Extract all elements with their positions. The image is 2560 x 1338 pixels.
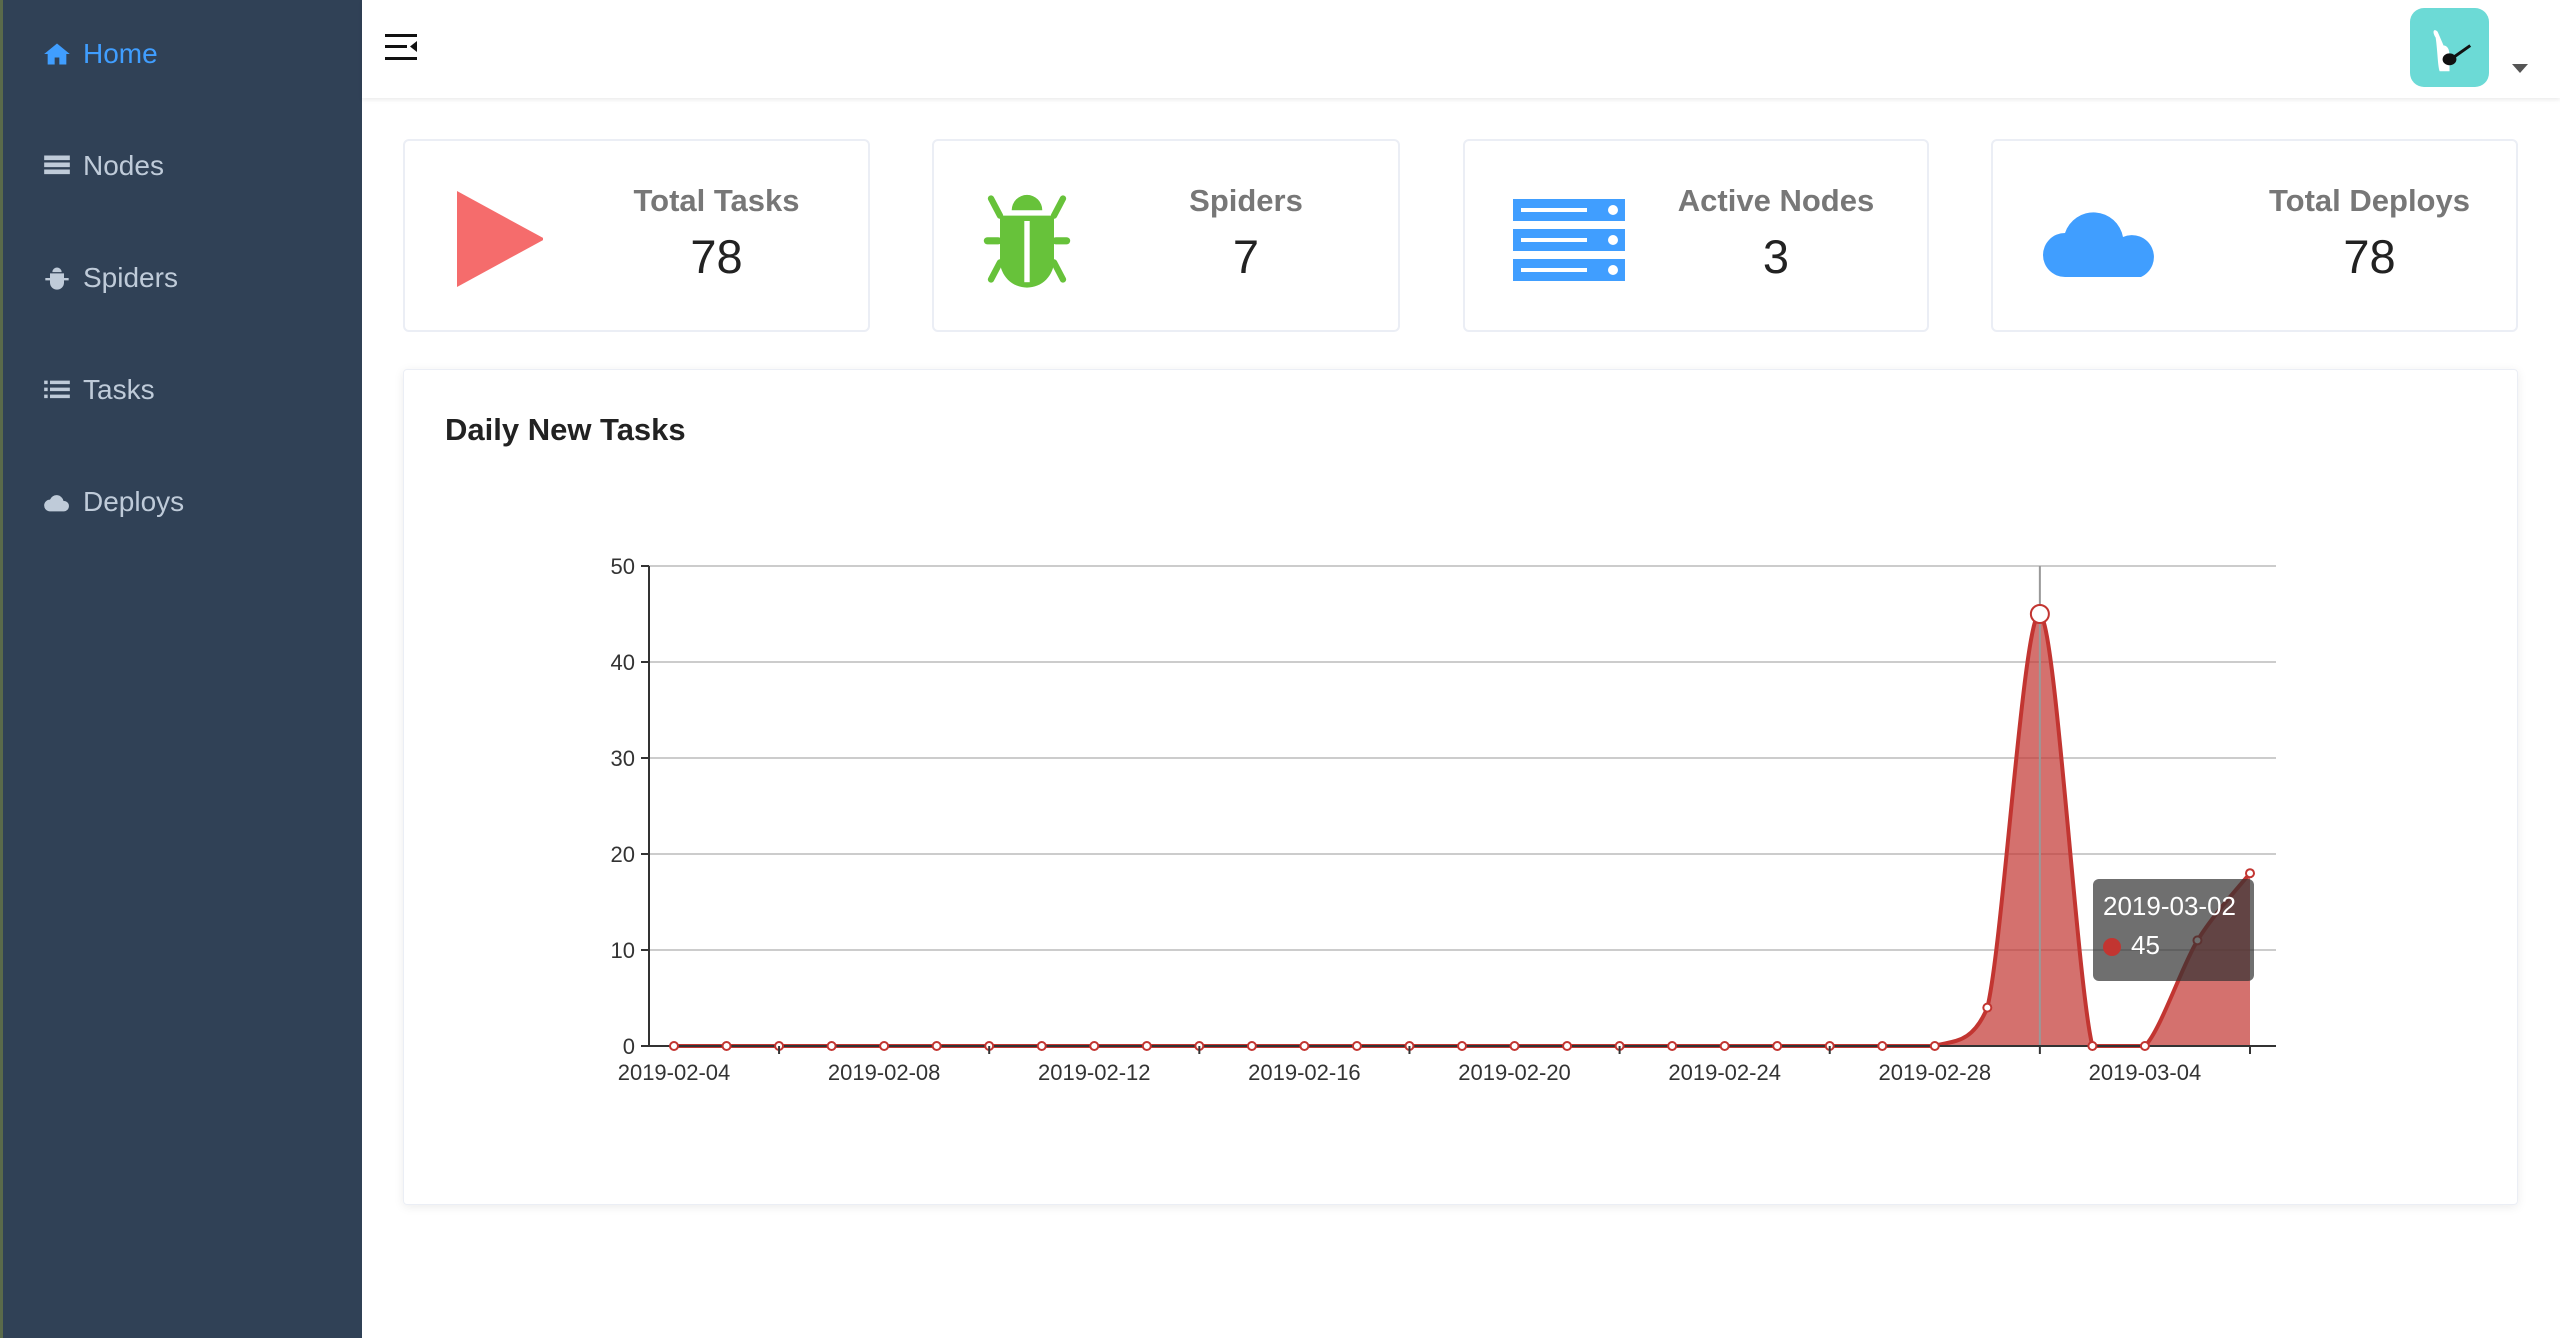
sidebar: Home Nodes Spiders Tasks Deploys bbox=[0, 0, 362, 1338]
sidebar-item-label: Home bbox=[83, 38, 158, 69]
tooltip-value: 45 bbox=[2131, 930, 2160, 960]
stat-card-total-deploys: Total Deploys 78 bbox=[1991, 139, 2518, 332]
data-point bbox=[1089, 1041, 1100, 1051]
data-point bbox=[1141, 1041, 1152, 1051]
sidebar-item-deploys[interactable]: Deploys bbox=[43, 486, 184, 518]
caret-down-icon[interactable] bbox=[2512, 64, 2528, 73]
x-tick-label: 2019-02-16 bbox=[1248, 1060, 1361, 1085]
data-point bbox=[1667, 1041, 1678, 1051]
data-point bbox=[2087, 1041, 2098, 1051]
data-point bbox=[721, 1041, 732, 1051]
data-point bbox=[1457, 1041, 1467, 1051]
user-avatar[interactable] bbox=[2410, 8, 2489, 87]
data-point bbox=[1982, 1002, 1993, 1013]
stat-card-spiders: Spiders 7 bbox=[932, 139, 1400, 332]
x-tick-label: 2019-02-28 bbox=[1879, 1060, 1992, 1085]
x-tick-label: 2019-02-20 bbox=[1458, 1060, 1571, 1085]
chart-tooltip: 2019-03-02 45 bbox=[2093, 879, 2254, 981]
list-icon bbox=[44, 380, 70, 399]
sidebar-item-spiders[interactable]: Spiders bbox=[43, 262, 178, 294]
server-icon bbox=[44, 155, 70, 175]
rabbit-guitar-icon bbox=[2433, 30, 2472, 72]
play-icon bbox=[457, 191, 543, 287]
menu-fold-icon[interactable] bbox=[385, 32, 419, 62]
sidebar-item-home[interactable]: Home bbox=[43, 38, 158, 70]
data-point bbox=[1877, 1041, 1888, 1051]
series-area bbox=[674, 613, 2250, 1046]
y-tick-label: 20 bbox=[611, 842, 635, 867]
stat-title: Total Deploys bbox=[2269, 183, 2470, 218]
cloud-icon bbox=[2043, 212, 2154, 277]
y-tick-label: 50 bbox=[611, 554, 635, 579]
data-point bbox=[1246, 1041, 1257, 1051]
data-point bbox=[669, 1041, 679, 1051]
stat-value: 78 bbox=[690, 230, 743, 283]
x-tick-label: 2019-02-08 bbox=[828, 1060, 941, 1085]
data-point bbox=[2245, 868, 2255, 879]
data-point bbox=[1036, 1041, 1047, 1051]
sidebar-item-nodes[interactable]: Nodes bbox=[43, 150, 164, 182]
x-tick-label: 2019-02-24 bbox=[1668, 1060, 1781, 1085]
data-point bbox=[2029, 604, 2050, 624]
stat-value: 3 bbox=[1762, 230, 1790, 283]
stat-value: 78 bbox=[2343, 230, 2396, 283]
home-icon bbox=[44, 43, 70, 65]
stat-title: Spiders bbox=[1189, 183, 1303, 218]
x-tick-label: 2019-02-12 bbox=[1038, 1060, 1151, 1085]
server-icon bbox=[1513, 199, 1625, 281]
data-point bbox=[2139, 1041, 2150, 1051]
chart-title: Daily New Tasks bbox=[445, 412, 686, 447]
stat-title: Active Nodes bbox=[1677, 183, 1875, 218]
stat-value: 7 bbox=[1232, 230, 1260, 283]
y-tick-label: 30 bbox=[611, 746, 635, 771]
header bbox=[362, 0, 2560, 98]
data-point bbox=[1772, 1041, 1783, 1051]
bug-icon bbox=[983, 194, 1071, 288]
series-dot-icon bbox=[2103, 938, 2121, 957]
chart-card: Daily New Tasks 0 10 20 30 40 50 2019-02-04 201… bbox=[403, 369, 2518, 1205]
tooltip-date: 2019-03-02 bbox=[2103, 891, 2236, 921]
x-tick-label: 2019-02-04 bbox=[618, 1060, 731, 1085]
y-tick-label: 40 bbox=[611, 650, 635, 675]
data-point bbox=[1509, 1041, 1520, 1051]
data-point bbox=[931, 1041, 942, 1051]
bug-icon bbox=[45, 267, 69, 290]
y-tick-label: 0 bbox=[623, 1034, 635, 1059]
stat-title: Total Tasks bbox=[633, 183, 800, 218]
data-point bbox=[1562, 1041, 1573, 1051]
data-point bbox=[1299, 1041, 1310, 1051]
data-point bbox=[1719, 1041, 1730, 1051]
stat-card-active-nodes: Active Nodes 3 bbox=[1463, 139, 1929, 332]
sidebar-item-label: Tasks bbox=[83, 374, 155, 405]
cloud-icon bbox=[44, 495, 69, 512]
x-tick-label: 2019-03-04 bbox=[2089, 1060, 2202, 1085]
data-point bbox=[1351, 1041, 1362, 1051]
data-point bbox=[1929, 1041, 1940, 1051]
y-tick-label: 10 bbox=[611, 938, 635, 963]
daily-new-tasks-chart[interactable]: 0 10 20 30 40 50 2019-02-04 2019-02-08 2019-02-1… bbox=[404, 370, 2519, 1206]
sidebar-item-label: Spiders bbox=[83, 262, 178, 293]
data-point bbox=[879, 1041, 890, 1051]
data-point bbox=[826, 1041, 837, 1051]
sidebar-item-tasks[interactable]: Tasks bbox=[43, 374, 155, 406]
sidebar-item-label: Deploys bbox=[83, 486, 185, 517]
sidebar-item-label: Nodes bbox=[83, 150, 164, 181]
stat-card-total-tasks: Total Tasks 78 bbox=[403, 139, 870, 332]
